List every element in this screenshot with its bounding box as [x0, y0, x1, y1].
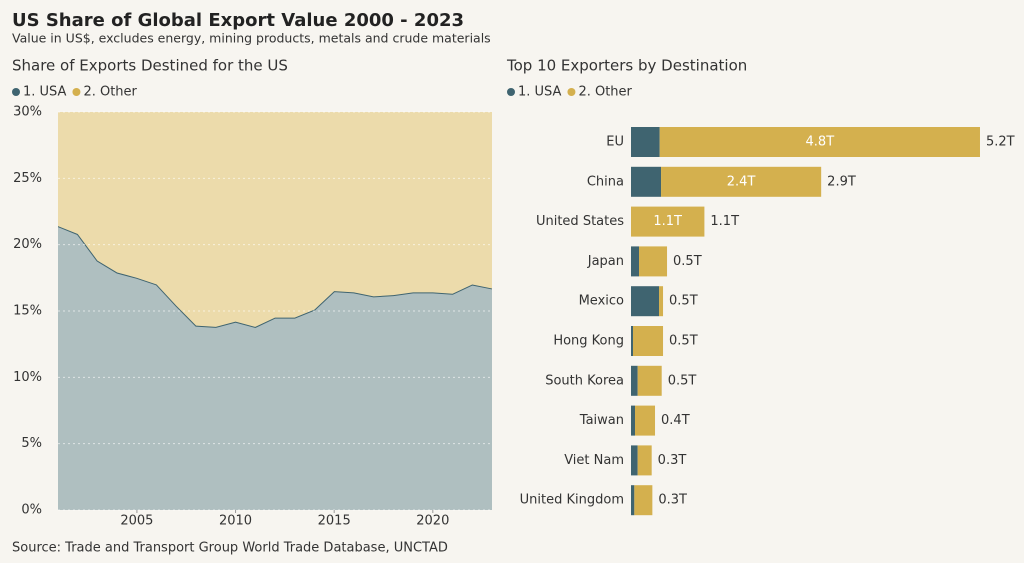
- category-label: Viet Nam: [564, 453, 624, 468]
- source: Source: Trade and Transport Group World …: [12, 541, 448, 556]
- bar-segment: [631, 405, 636, 436]
- bar-segment: [633, 326, 664, 356]
- total-label: 0.3T: [658, 453, 687, 468]
- x-tick-label: 2005: [120, 514, 153, 529]
- y-tick-label: 25%: [13, 171, 42, 186]
- bar-segment: [631, 485, 635, 516]
- legend-label: 2. Other: [578, 85, 632, 100]
- category-label: United Kingdom: [520, 493, 624, 508]
- legend-swatch: [12, 88, 20, 96]
- legend-label: 1. USA: [518, 85, 562, 100]
- total-label: 1.1T: [710, 214, 739, 229]
- total-label: 0.3T: [658, 493, 687, 508]
- total-label: 0.5T: [669, 294, 698, 309]
- legend-swatch: [567, 88, 576, 96]
- bar-segment: [635, 405, 656, 436]
- legend-label: 1. USA: [23, 85, 67, 100]
- legend-swatch: [72, 88, 81, 96]
- bar-segment: [631, 246, 640, 277]
- subtitle: Value in US$, excludes energy, mining pr…: [12, 31, 491, 46]
- segment-label: 1.1T: [653, 214, 682, 229]
- category-label: South Korea: [545, 373, 624, 388]
- total-label: 5.2T: [986, 135, 1015, 150]
- legend-label: 2. Other: [83, 85, 137, 100]
- area: [58, 226, 492, 510]
- total-label: 0.5T: [669, 334, 698, 349]
- bar-segment: [631, 206, 705, 237]
- bar-segment: [631, 445, 638, 476]
- category-label: Mexico: [579, 294, 624, 309]
- segment-label: 4.8T: [806, 135, 835, 150]
- y-tick-label: 20%: [13, 237, 42, 252]
- category-label: China: [587, 174, 624, 189]
- area: [58, 112, 492, 327]
- bar-segment: [637, 445, 652, 476]
- category-label: Hong Kong: [553, 334, 624, 349]
- bar-segment: [631, 166, 662, 197]
- y-tick-label: 15%: [13, 304, 42, 319]
- x-tick-label: 2015: [318, 514, 351, 529]
- bar-segment: [639, 246, 668, 277]
- y-tick-label: 30%: [13, 105, 42, 120]
- bar-segment: [631, 127, 660, 157]
- y-tick-label: 10%: [13, 370, 42, 385]
- bar-segment: [659, 127, 980, 157]
- total-label: 0.5T: [673, 254, 702, 269]
- category-label: EU: [606, 135, 624, 150]
- total-label: 2.9T: [827, 174, 856, 189]
- y-tick-label: 5%: [21, 436, 42, 451]
- bar-segment: [631, 326, 634, 356]
- bar-segment: [637, 365, 662, 396]
- bar-segment: [631, 365, 638, 396]
- right-chart-title: Top 10 Exporters by Destination: [506, 57, 747, 75]
- segment-label: 2.4T: [727, 174, 756, 189]
- title: US Share of Global Export Value 2000 - 2…: [12, 10, 464, 31]
- left-chart-title: Share of Exports Destined for the US: [12, 57, 288, 75]
- total-label: 0.5T: [668, 373, 697, 388]
- bar-segment: [631, 286, 660, 317]
- category-label: United States: [536, 214, 624, 229]
- category-label: Japan: [587, 254, 624, 269]
- x-tick-label: 2020: [416, 514, 449, 529]
- legend-swatch: [507, 88, 515, 96]
- plot-area: [58, 112, 492, 510]
- x-tick-label: 2010: [219, 514, 252, 529]
- bar-segment: [659, 286, 664, 317]
- bar-segment: [634, 485, 653, 516]
- bar-segment: [661, 166, 822, 197]
- total-label: 0.4T: [661, 413, 690, 428]
- y-tick-label: 0%: [21, 503, 42, 518]
- category-label: Taiwan: [579, 413, 624, 428]
